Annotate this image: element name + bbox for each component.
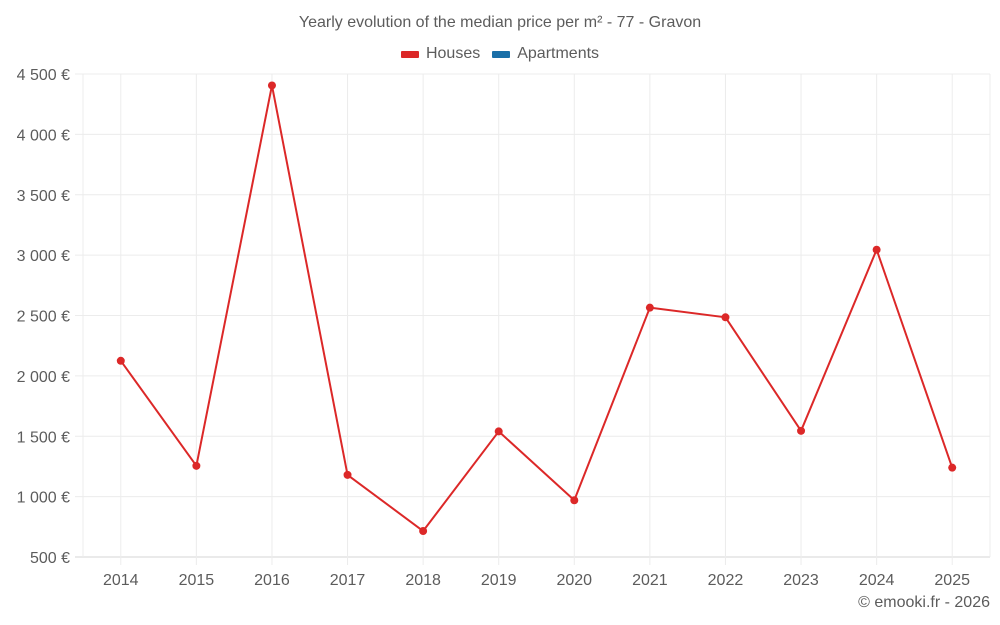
legend-label-apartments: Apartments: [517, 45, 600, 62]
x-tick-label: 2021: [632, 572, 668, 589]
y-tick-label: 2 000 €: [17, 369, 70, 386]
x-tick-label: 2018: [405, 572, 441, 589]
data-point[interactable]: [948, 463, 957, 472]
houses-swatch-icon: [400, 50, 419, 58]
chart-title: Yearly evolution of the median price per…: [298, 14, 702, 31]
data-point[interactable]: [797, 426, 806, 435]
y-tick-label: 2 500 €: [17, 309, 70, 326]
y-tick-label: 3 500 €: [17, 188, 70, 205]
legend-item-apartments[interactable]: Apartments: [492, 45, 599, 63]
y-axis: 500 € 1 000 € 1 500 € 2 000 € 2 500 € 3 000 €…: [17, 67, 70, 567]
data-point[interactable]: [570, 496, 579, 505]
x-tick-label: 2019: [481, 572, 517, 589]
x-axis: 2014 2015 2016 2017 2018 2019 2020 2021 2022 2023…: [103, 572, 970, 589]
legend-item-houses[interactable]: Houses: [400, 45, 481, 63]
y-tick-label: 4 000 €: [17, 127, 70, 144]
data-point[interactable]: [494, 427, 503, 436]
data-point[interactable]: [267, 81, 276, 90]
legend: Houses Apartments: [0, 45, 1000, 63]
x-tick-label: 2024: [859, 572, 895, 589]
y-tick-label: 4 500 €: [17, 67, 70, 84]
y-tick-label: 500 €: [30, 550, 70, 567]
data-point[interactable]: [343, 470, 352, 479]
y-tick-label: 1 500 €: [17, 429, 70, 446]
x-tick-label: 2014: [103, 572, 139, 589]
apartments-swatch-icon: [492, 50, 511, 58]
x-tick-label: 2025: [934, 572, 970, 589]
x-tick-label: 2016: [254, 572, 290, 589]
data-point[interactable]: [645, 303, 654, 312]
data-point[interactable]: [192, 461, 201, 470]
x-tick-label: 2023: [783, 572, 819, 589]
data-point[interactable]: [721, 313, 730, 322]
data-point[interactable]: [872, 245, 881, 254]
x-tick-label: 2022: [708, 572, 744, 589]
y-tick-label: 3 000 €: [17, 248, 70, 265]
y-tick-label: 1 000 €: [17, 490, 70, 507]
x-tick-label: 2015: [179, 572, 215, 589]
grid-lines: [75, 73, 991, 565]
houses-series: [116, 81, 957, 536]
legend-label-houses: Houses: [425, 45, 481, 62]
data-point[interactable]: [116, 356, 125, 365]
credit-text: © emooki.fr - 2026: [858, 594, 990, 611]
x-tick-label: 2017: [330, 572, 366, 589]
x-tick-label: 2020: [556, 572, 592, 589]
data-point[interactable]: [419, 527, 428, 536]
